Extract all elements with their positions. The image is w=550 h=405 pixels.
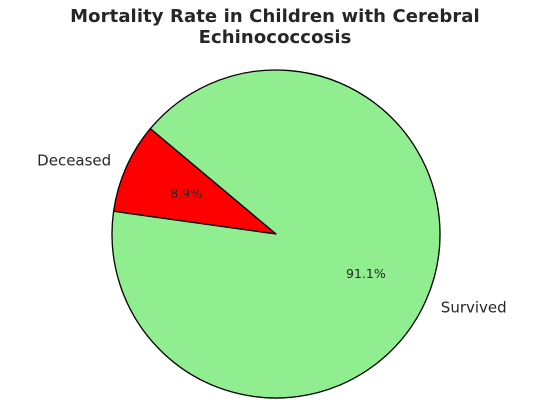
slice-percent-survived: 91.1% xyxy=(346,266,386,281)
slice-percent-deceased: 8.9% xyxy=(170,186,202,201)
chart-title: Mortality Rate in Children with Cerebral… xyxy=(70,6,480,48)
slice-label-survived: Survived xyxy=(441,298,507,316)
pie-slice-survived xyxy=(111,69,441,399)
pie-slices xyxy=(111,69,441,399)
pie-labels: Deceased 8.9% Survived 91.1% xyxy=(37,152,506,317)
slice-label-deceased: Deceased xyxy=(37,152,111,170)
pie-slice-deceased xyxy=(112,127,277,235)
